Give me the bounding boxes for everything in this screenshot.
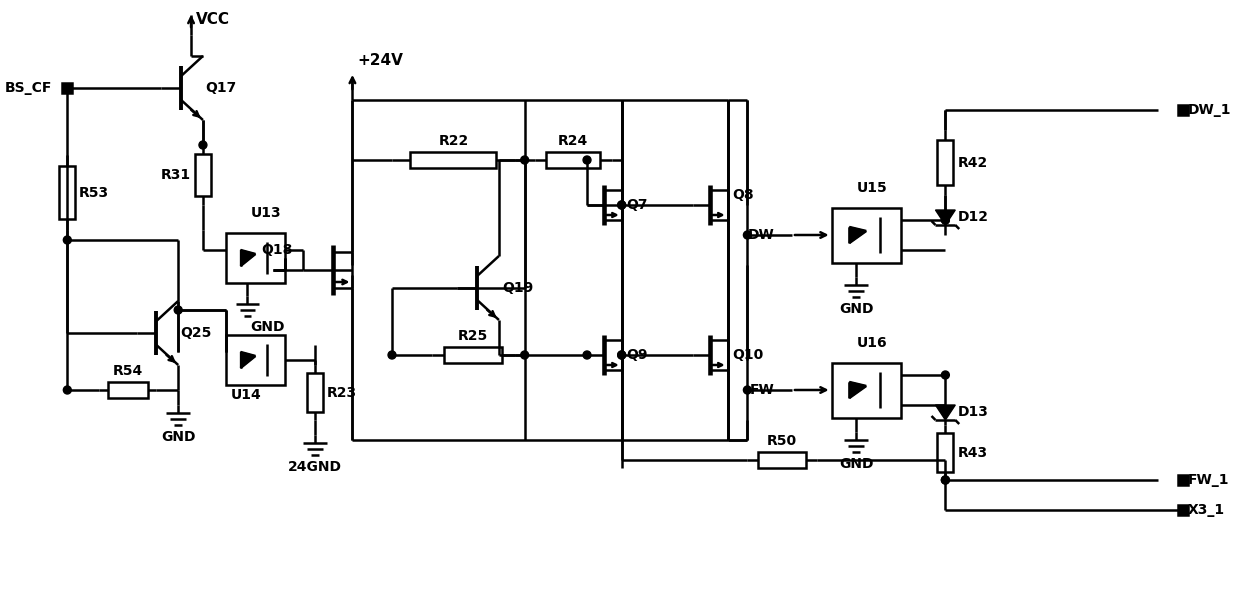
Bar xyxy=(1178,505,1188,515)
Text: U13: U13 xyxy=(250,206,281,220)
Text: Q7: Q7 xyxy=(626,198,649,212)
Circle shape xyxy=(618,351,626,359)
Text: R54: R54 xyxy=(113,364,143,378)
Circle shape xyxy=(388,351,396,359)
Text: D13: D13 xyxy=(957,405,988,419)
Text: R43: R43 xyxy=(957,446,987,459)
Text: R25: R25 xyxy=(458,329,489,343)
Text: Q18: Q18 xyxy=(262,243,293,257)
Circle shape xyxy=(744,386,751,394)
Circle shape xyxy=(583,156,591,164)
Circle shape xyxy=(63,386,71,394)
Text: FW: FW xyxy=(749,383,774,397)
Bar xyxy=(195,154,211,196)
Text: Q10: Q10 xyxy=(733,348,764,362)
Text: 24GND: 24GND xyxy=(288,460,342,474)
Polygon shape xyxy=(935,405,955,420)
Circle shape xyxy=(175,306,182,314)
Circle shape xyxy=(618,351,626,359)
Circle shape xyxy=(521,156,528,164)
Text: DW: DW xyxy=(748,228,774,242)
Circle shape xyxy=(618,201,626,209)
Text: U16: U16 xyxy=(857,336,887,350)
Bar xyxy=(444,347,502,363)
Text: GND: GND xyxy=(839,302,873,316)
Text: X3_1: X3_1 xyxy=(1188,503,1225,517)
Circle shape xyxy=(744,231,751,239)
Text: U15: U15 xyxy=(857,181,887,195)
Bar xyxy=(546,152,600,168)
Bar xyxy=(1178,475,1188,485)
Text: BS_CF: BS_CF xyxy=(5,81,52,95)
Circle shape xyxy=(941,216,950,224)
Bar xyxy=(937,140,954,185)
Text: DW_1: DW_1 xyxy=(1188,103,1231,117)
Circle shape xyxy=(618,201,626,209)
Circle shape xyxy=(941,216,950,224)
Text: R24: R24 xyxy=(558,134,588,148)
Bar xyxy=(306,373,322,412)
Text: FW_1: FW_1 xyxy=(1188,473,1229,487)
Bar xyxy=(937,433,954,472)
Polygon shape xyxy=(935,210,955,225)
Circle shape xyxy=(63,236,71,244)
Polygon shape xyxy=(849,227,867,243)
Circle shape xyxy=(583,351,591,359)
Bar xyxy=(60,166,76,219)
Text: GND: GND xyxy=(161,430,196,444)
Text: D12: D12 xyxy=(957,210,988,224)
Bar xyxy=(226,335,285,385)
Text: Q8: Q8 xyxy=(733,188,754,202)
Circle shape xyxy=(521,351,528,359)
Bar xyxy=(758,452,806,468)
Text: Q25: Q25 xyxy=(180,326,212,340)
Text: Q17: Q17 xyxy=(205,81,236,95)
Text: R53: R53 xyxy=(79,185,109,200)
Polygon shape xyxy=(241,352,255,368)
Text: R42: R42 xyxy=(957,156,987,169)
Text: GND: GND xyxy=(250,320,285,334)
Bar xyxy=(410,152,496,168)
Circle shape xyxy=(941,476,950,484)
Text: U14: U14 xyxy=(231,388,262,402)
Text: +24V: +24V xyxy=(357,53,403,68)
Circle shape xyxy=(198,141,207,149)
Circle shape xyxy=(941,371,950,379)
Polygon shape xyxy=(241,250,255,266)
Text: GND: GND xyxy=(839,457,873,471)
Text: R22: R22 xyxy=(438,134,469,148)
Bar xyxy=(108,382,148,398)
Circle shape xyxy=(941,476,950,484)
Polygon shape xyxy=(849,382,867,398)
Bar xyxy=(62,83,72,93)
Text: VCC: VCC xyxy=(196,12,229,27)
Bar xyxy=(832,208,900,263)
Text: R23: R23 xyxy=(326,385,357,400)
Text: Q19: Q19 xyxy=(502,281,533,295)
Bar xyxy=(226,233,285,283)
Bar xyxy=(1178,105,1188,115)
Bar xyxy=(832,363,900,418)
Text: R50: R50 xyxy=(768,434,797,448)
Text: R31: R31 xyxy=(161,168,191,182)
Text: Q9: Q9 xyxy=(626,348,649,362)
